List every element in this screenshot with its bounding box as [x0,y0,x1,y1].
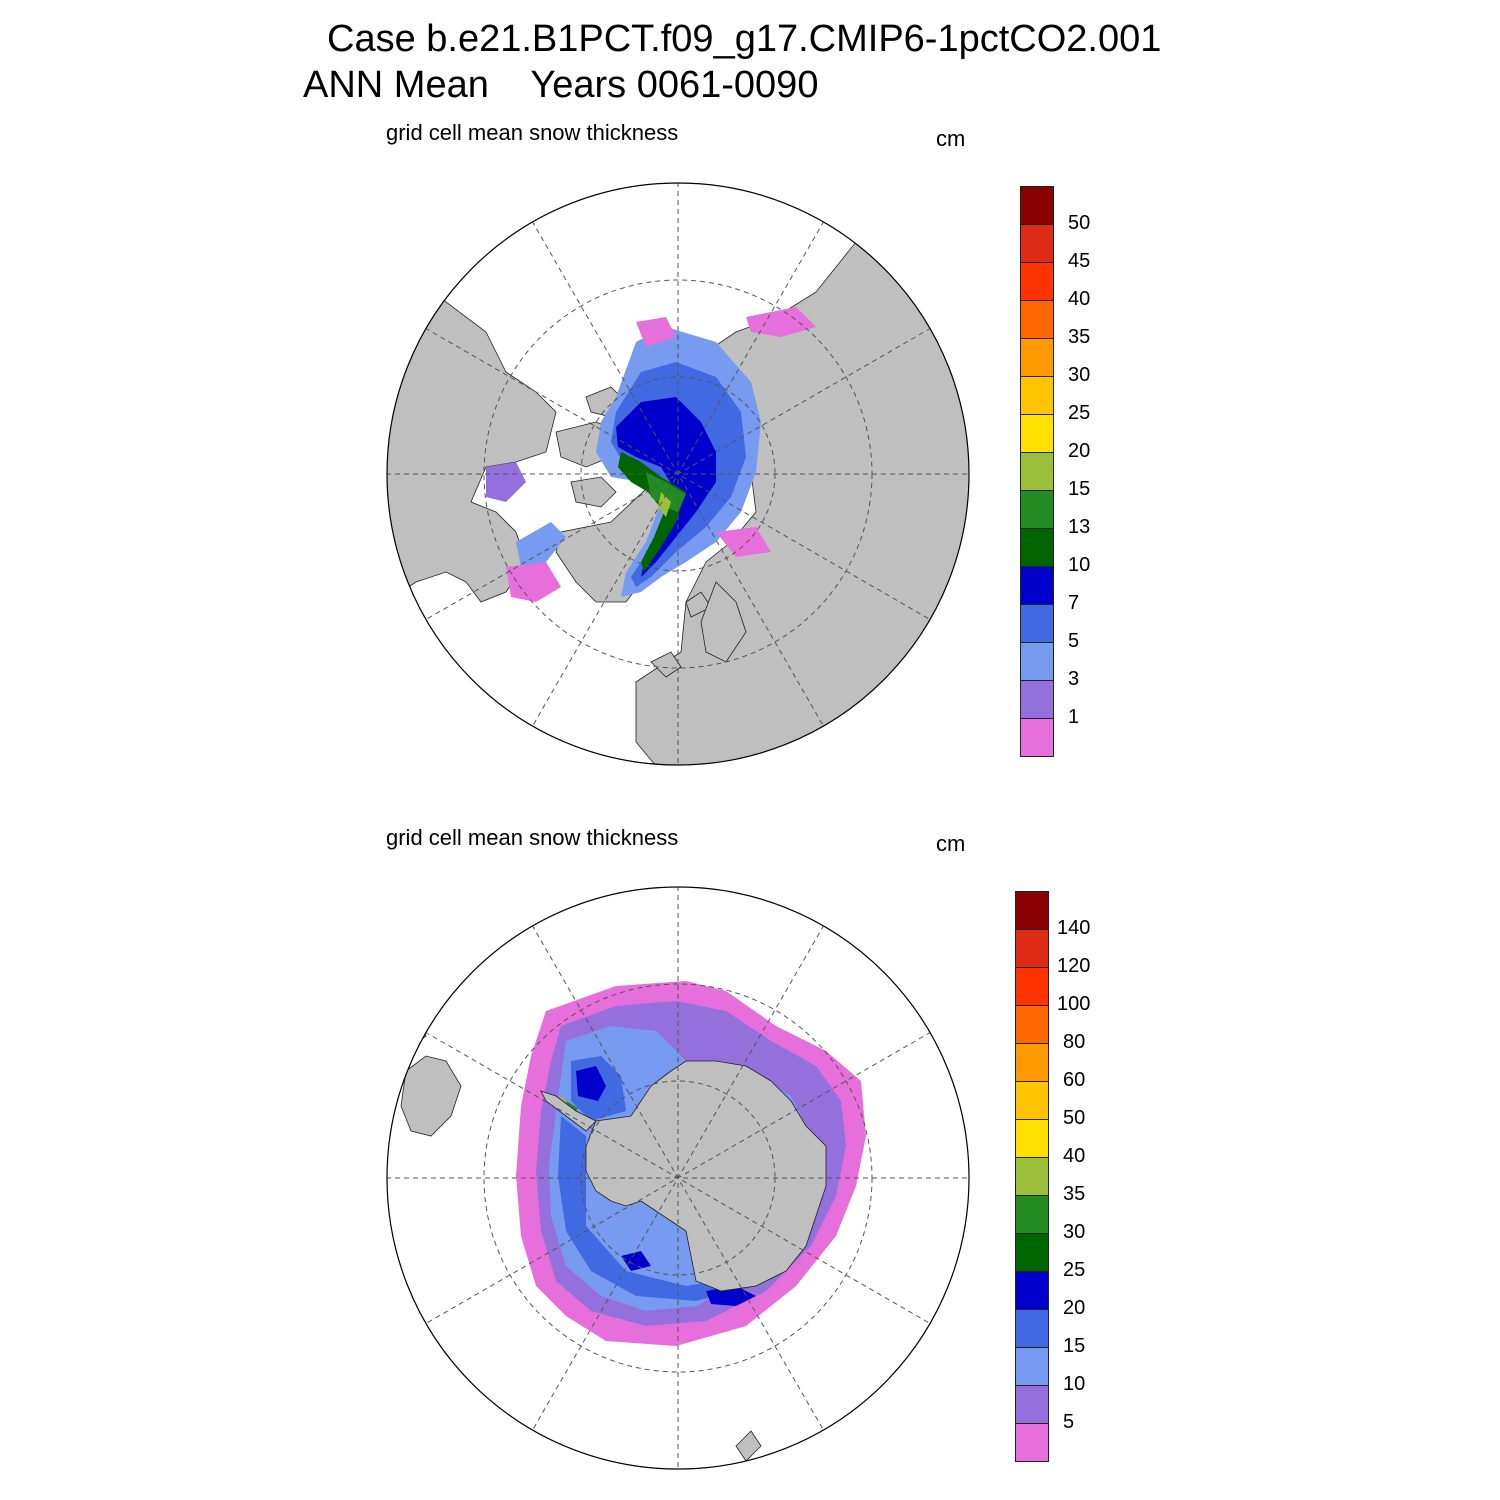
colorbar-box [1015,1157,1049,1196]
period-title: ANN Mean Years 0061-0090 [303,64,819,106]
colorbar-box [1015,891,1049,930]
colorbar-tick-label: 10 [1063,1373,1086,1395]
north-graticule [387,183,969,765]
colorbar-tick-label: 5 [1068,630,1080,652]
colorbar-box [1020,680,1054,719]
colorbar-box [1020,604,1054,643]
north-units-label: cm [936,126,966,151]
colorbar-tick-label: 120 [1057,955,1091,977]
colorbar-tick-label: 50 [1068,212,1091,234]
colorbar-tick-label: 7 [1068,592,1080,614]
colorbar-box [1020,718,1054,757]
colorbar-tick-label: 15 [1068,478,1091,500]
colorbar-box [1015,1271,1049,1310]
colorbar-tick-label: 10 [1068,554,1091,576]
colorbar-box [1020,300,1054,339]
south-variable-label: grid cell mean snow thickness [386,825,679,850]
colorbar-tick-label: 100 [1057,993,1091,1015]
colorbar-tick-label: 140 [1057,917,1091,939]
colorbar-box [1020,414,1054,453]
colorbar-tick-label: 3 [1068,668,1080,690]
north-map-border [386,182,970,766]
colorbar-tick-label: 80 [1063,1031,1086,1053]
colorbar-tick-label: 40 [1068,288,1091,310]
south-land [387,985,827,1462]
colorbar-tick-label: 20 [1063,1297,1086,1319]
colorbar-tick-label: 25 [1063,1259,1086,1281]
south-polar-map [386,886,970,1470]
colorbar-tick-label: 35 [1063,1183,1086,1205]
colorbar-box [1020,186,1054,225]
colorbar-tick-label: 40 [1063,1145,1086,1167]
colorbar-box [1020,642,1054,681]
colorbar-box [1015,1233,1049,1272]
north-variable-label: grid cell mean snow thickness [386,120,679,145]
colorbar-box [1020,490,1054,529]
colorbar-tick-label: 20 [1068,440,1091,462]
south-graticule [387,887,969,1469]
colorbar-box [1020,528,1054,567]
colorbar-tick-label: 60 [1063,1069,1086,1091]
colorbar-box [1015,1423,1049,1462]
colorbar-box [1015,1081,1049,1120]
south-units-label: cm [936,831,966,856]
colorbar-tick-label: 5 [1063,1411,1075,1433]
colorbar-box [1020,338,1054,377]
case-title: Case b.e21.B1PCT.f09_g17.CMIP6-1pctCO2.0… [327,18,1162,60]
colorbar-box [1015,1309,1049,1348]
colorbar-box [1020,566,1054,605]
colorbar-box [1020,376,1054,415]
colorbar-box [1020,262,1054,301]
colorbar-box [1020,224,1054,263]
colorbar-box [1015,929,1049,968]
colorbar-tick-label: 15 [1063,1335,1086,1357]
colorbar-box [1015,967,1049,1006]
colorbar-tick-label: 30 [1063,1221,1086,1243]
north-polar-map [386,182,970,766]
colorbar-box [1015,1043,1049,1082]
colorbar-tick-label: 35 [1068,326,1091,348]
colorbar-box [1015,1347,1049,1386]
south-colorbar: 5 10 15 20 25 30 35 40 50 60 80 100 120 140 [1015,891,1115,1462]
colorbar-tick-label: 1 [1068,706,1080,728]
colorbar-box [1015,1195,1049,1234]
colorbar-tick-label: 13 [1068,516,1091,538]
colorbar-box [1015,1385,1049,1424]
north-colorbar: 1 3 5 7 10 13 15 20 25 30 35 40 45 50 [1020,186,1120,757]
south-map-border [386,886,970,1470]
colorbar-box [1015,1119,1049,1158]
colorbar-tick-label: 45 [1068,250,1091,272]
colorbar-box [1015,1005,1049,1044]
colorbar-box [1020,452,1054,491]
colorbar-tick-label: 25 [1068,402,1091,424]
colorbar-tick-label: 30 [1068,364,1091,386]
colorbar-tick-label: 50 [1063,1107,1086,1129]
